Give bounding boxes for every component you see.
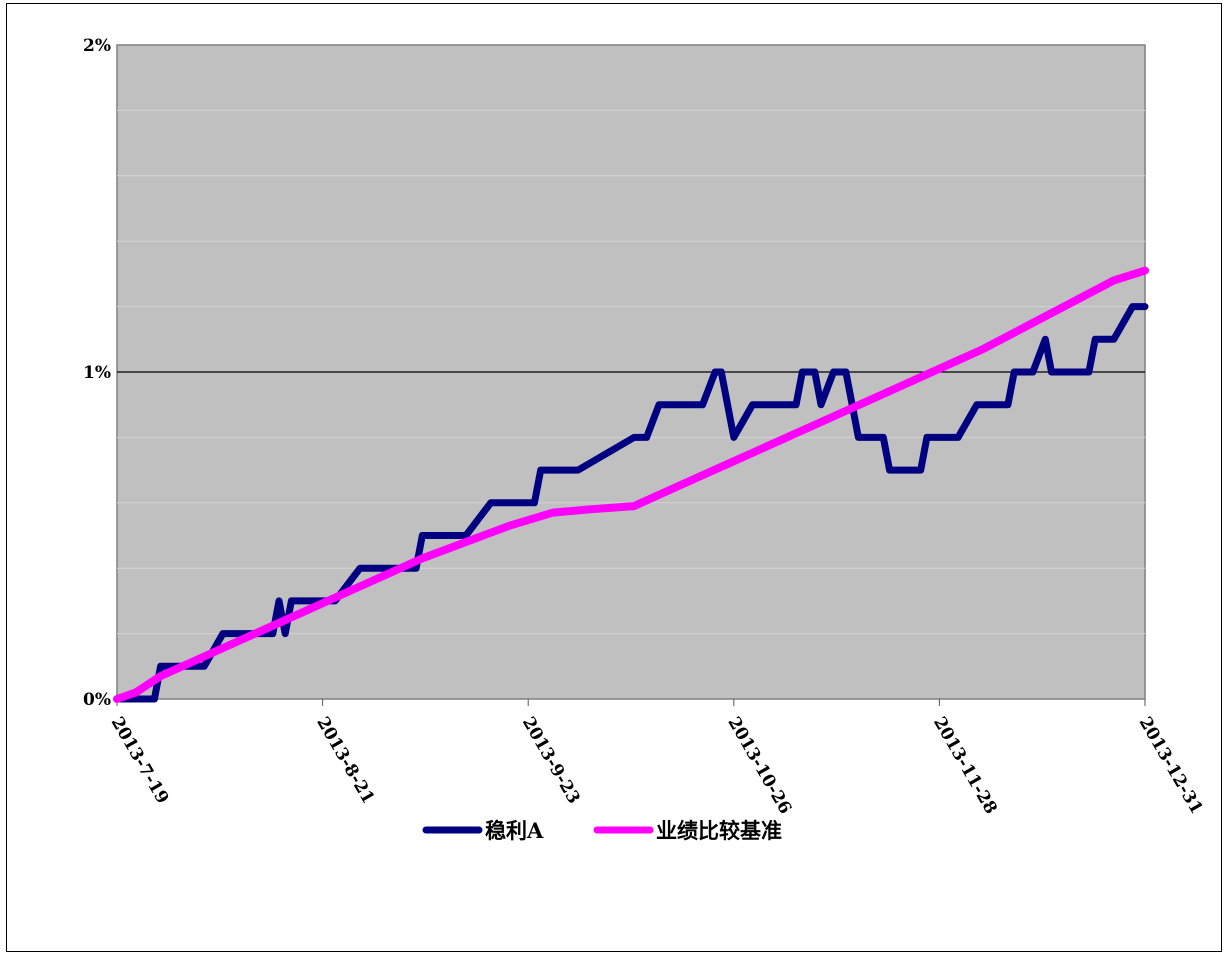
x-tick-label: 2013-12-31 (1135, 714, 1207, 818)
x-tick-label: 2013-9-23 (518, 714, 584, 808)
x-tick-label: 2013-10-26 (723, 714, 795, 818)
x-axis: 2013-7-19 2013-8-21 2013-9-23 2013-10-26 201… (107, 699, 1207, 818)
y-tick-label: 1% (83, 363, 111, 383)
x-tick-label: 2013-8-21 (312, 714, 378, 808)
legend: 稳利A 业绩比较基准 (422, 818, 782, 843)
series-line-1 (113, 266, 1149, 703)
legend-label-series-0: 稳利A (485, 818, 544, 843)
y-tick-label: 2% (83, 36, 111, 56)
legend-label-series-1: 业绩比较基准 (656, 818, 782, 843)
chart-frame: 0% 1% 2% 2013-7-19 2013-8-21 2013-9-23 2013-1… (6, 3, 1222, 952)
series-line-0 (113, 303, 1149, 703)
y-axis: 0% 1% 2% (83, 36, 111, 710)
x-tick-label: 2013-7-19 (107, 714, 173, 808)
y-tick-label: 0% (83, 690, 111, 710)
x-tick-label: 2013-11-28 (929, 714, 1001, 818)
series-lines (113, 266, 1149, 703)
line-chart: 0% 1% 2% 2013-7-19 2013-8-21 2013-9-23 2013-1… (83, 36, 1207, 843)
